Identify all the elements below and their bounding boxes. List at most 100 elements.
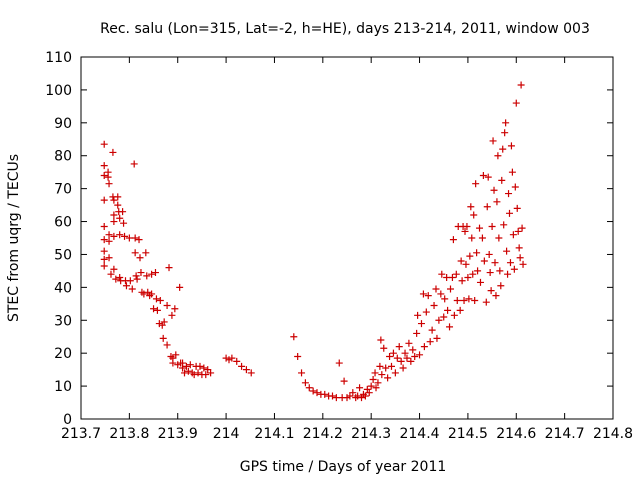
data-point <box>453 297 461 305</box>
y-tick-label: 80 <box>54 149 72 165</box>
data-point <box>391 369 399 377</box>
data-point <box>512 99 520 107</box>
data-point <box>478 234 486 242</box>
data-point <box>128 285 136 293</box>
axis-ticks: 213.7 213.8 213.9 214 214.1 214.2 214.3 214.4 21… <box>45 50 633 442</box>
data-point <box>100 255 108 263</box>
data-point <box>313 389 321 397</box>
data-point <box>369 376 377 384</box>
data-point <box>487 287 495 295</box>
data-point <box>171 305 179 313</box>
data-point <box>136 254 144 262</box>
data-point <box>489 137 497 145</box>
data-point <box>480 257 488 265</box>
data-point <box>387 362 395 370</box>
x-tick-label: 214.1 <box>254 426 294 442</box>
data-point <box>473 249 481 257</box>
y-tick-label: 50 <box>54 247 72 263</box>
data-point <box>518 224 526 232</box>
data-point <box>486 269 494 277</box>
data-point <box>340 377 348 385</box>
data-point <box>464 273 472 281</box>
data-point <box>467 203 475 211</box>
data-point <box>516 254 524 262</box>
data-point <box>309 387 317 395</box>
data-point <box>305 384 313 392</box>
data-point <box>476 224 484 232</box>
data-point <box>452 270 460 278</box>
y-tick-label: 100 <box>45 83 72 99</box>
data-point <box>153 306 161 314</box>
data-point <box>132 272 140 280</box>
x-tick-label: 214 <box>213 426 240 442</box>
data-point <box>121 232 129 240</box>
x-tick-label: 214.6 <box>496 426 536 442</box>
data-point <box>413 329 421 337</box>
data-point <box>126 277 134 285</box>
data-point <box>179 359 187 367</box>
data-point <box>131 249 139 257</box>
data-point <box>184 367 192 375</box>
data-point <box>194 369 202 377</box>
data-point <box>405 339 413 347</box>
data-point <box>494 152 502 160</box>
data-point <box>501 129 509 137</box>
data-point <box>474 267 482 275</box>
y-tick-label: 0 <box>63 412 72 428</box>
x-tick-label: 213.7 <box>61 426 101 442</box>
data-point <box>374 379 382 387</box>
data-point <box>491 259 499 267</box>
data-point <box>397 357 405 365</box>
data-point <box>458 277 466 285</box>
data-point <box>242 366 250 374</box>
data-point <box>356 384 364 392</box>
data-point <box>384 374 392 382</box>
data-point <box>196 362 204 370</box>
data-point <box>349 389 357 397</box>
x-tick-label: 214.2 <box>303 426 343 442</box>
data-point <box>190 371 198 379</box>
data-point <box>479 171 487 179</box>
data-point <box>321 390 329 398</box>
data-point <box>361 392 369 400</box>
data-point <box>424 292 432 300</box>
data-point <box>503 247 511 255</box>
data-point <box>507 142 515 150</box>
data-point <box>430 301 438 309</box>
data-point <box>105 237 113 245</box>
data-point <box>328 392 336 400</box>
data-point <box>202 371 210 379</box>
data-point <box>417 320 425 328</box>
data-point <box>446 323 454 331</box>
data-point <box>298 369 306 377</box>
data-point <box>513 204 521 212</box>
data-point <box>428 326 436 334</box>
data-point <box>160 318 168 326</box>
data-point <box>150 305 158 313</box>
data-point <box>419 290 427 298</box>
data-point <box>463 222 471 230</box>
data-point <box>490 186 498 194</box>
data-point <box>105 231 113 239</box>
data-point <box>100 222 108 230</box>
data-point <box>446 285 454 293</box>
data-point <box>110 265 118 273</box>
x-tick-label: 214.5 <box>448 426 488 442</box>
data-point <box>514 227 522 235</box>
data-point <box>495 234 503 242</box>
data-point <box>112 275 120 283</box>
data-point <box>133 275 141 283</box>
data-point <box>469 270 477 278</box>
data-point <box>100 140 108 148</box>
data-point <box>409 346 417 354</box>
data-point <box>468 234 476 242</box>
data-point <box>371 369 379 377</box>
data-point <box>508 168 516 176</box>
x-tick-label: 214.3 <box>351 426 391 442</box>
data-points <box>100 81 527 402</box>
data-point <box>460 297 468 305</box>
data-point <box>448 273 456 281</box>
data-point <box>393 354 401 362</box>
data-point <box>376 362 384 370</box>
data-point <box>519 260 527 268</box>
